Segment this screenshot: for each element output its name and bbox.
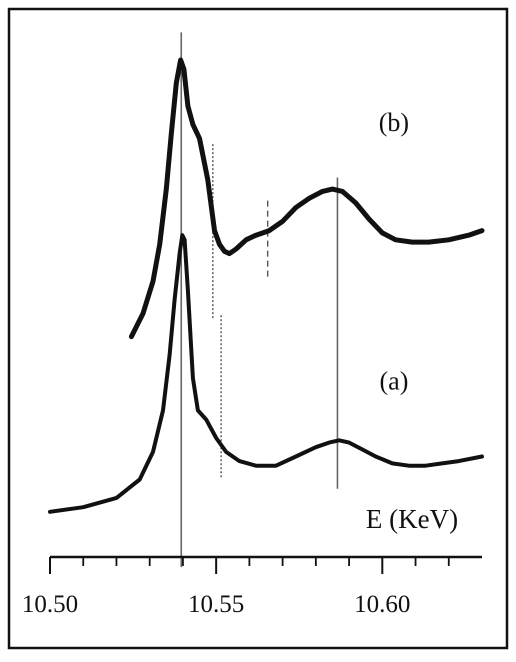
annotation-b: (b) bbox=[379, 108, 409, 137]
spectrum-curve-a bbox=[48, 233, 484, 514]
spectrum-curve-b bbox=[128, 57, 485, 340]
spectrum-curves bbox=[48, 57, 485, 514]
reference-lines bbox=[180, 32, 339, 568]
tick-label-1: 10.50 bbox=[22, 591, 78, 618]
annotation-a: (a) bbox=[380, 366, 409, 395]
x-axis-ticks bbox=[49, 557, 450, 574]
outer-border bbox=[7, 7, 509, 650]
series-annotations: (b) (a) bbox=[379, 108, 409, 395]
x-axis-label: E (KeV) bbox=[366, 504, 458, 534]
tick-label-3: 10.60 bbox=[354, 591, 410, 618]
tick-label-2: 10.55 bbox=[188, 591, 244, 618]
x-axis-tick-labels: 10.50 10.55 10.60 bbox=[22, 591, 411, 618]
